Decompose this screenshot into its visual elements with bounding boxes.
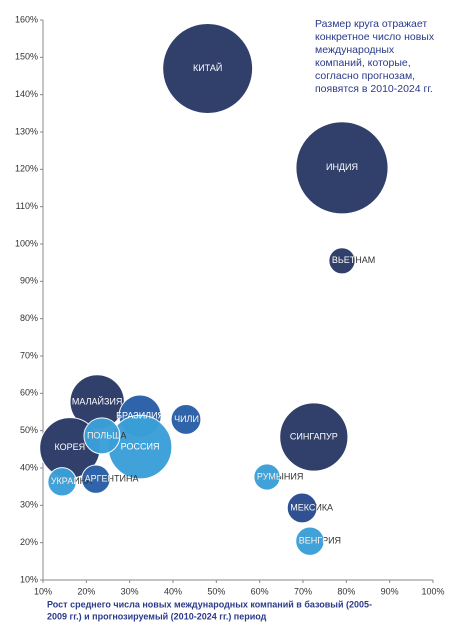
y-tick-label: 160% <box>15 14 38 24</box>
bubble <box>47 467 77 497</box>
bubble-label: МАЛАЙЗИЯ <box>72 395 122 406</box>
bubble <box>83 417 121 455</box>
bubble-label: КОРЕЯ <box>55 442 86 452</box>
bubble <box>81 464 111 494</box>
bubble <box>253 463 281 491</box>
x-tick-label: 70% <box>294 586 312 596</box>
annotation-line: компаний, которые, <box>315 57 411 69</box>
bubble-label: ПОЛЬША <box>87 430 126 440</box>
annotation-line: международных <box>315 44 395 56</box>
y-tick-label: 80% <box>20 313 38 323</box>
bubble-label: КИТАЙ <box>193 62 222 73</box>
y-tick-label: 90% <box>20 276 38 286</box>
bubble-label: УКРАИНА <box>51 476 92 486</box>
bubble <box>279 402 349 472</box>
x-tick-label: 90% <box>381 586 399 596</box>
bubble-label: ВЕНГРИЯ <box>299 536 341 546</box>
bubble <box>328 247 356 275</box>
bubble <box>286 492 318 524</box>
bubble-label: БРАЗИЛИЯ <box>116 410 164 420</box>
x-axis-label: Рост среднего числа новых международных … <box>47 599 372 609</box>
bubble-label: МЕКСИКА <box>290 502 333 512</box>
bubble-label: РОССИЯ <box>121 441 160 451</box>
y-tick-label: 130% <box>15 126 38 136</box>
bubble-label: АРГЕНТИНА <box>85 474 139 484</box>
bubble <box>170 404 202 435</box>
y-tick-label: 10% <box>20 574 38 584</box>
y-tick-label: 100% <box>15 238 38 248</box>
bubble-label: УКРАИНА <box>51 476 92 486</box>
y-tick-label: 120% <box>15 164 38 174</box>
annotation-line: Размер круга отражает <box>315 18 427 30</box>
annotation-line: согласно прогнозам, <box>315 70 415 82</box>
bubble-label: ВЕНГРИЯ <box>299 536 341 546</box>
annotation-line: конкретное число новых <box>315 31 435 43</box>
bubble-label: ЧИЛИ <box>174 414 199 424</box>
y-tick-label: 20% <box>20 537 38 547</box>
bubble-label: МЕКСИКА <box>290 502 333 512</box>
x-tick-label: 50% <box>207 586 225 596</box>
y-tick-label: 30% <box>20 500 38 510</box>
bubble-label: ВЬЕТНАМ <box>332 255 375 265</box>
x-axis-label: 2009 гг.) и прогнозируемый (2010-2024 гг… <box>47 611 267 621</box>
x-tick-label: 60% <box>251 586 269 596</box>
x-tick-label: 30% <box>121 586 139 596</box>
bubble <box>295 121 389 215</box>
x-tick-label: 40% <box>164 586 182 596</box>
bubble-label: ПОЛЬША <box>87 430 126 440</box>
y-tick-label: 40% <box>20 462 38 472</box>
bubble-label: АРГЕНТИНА <box>85 474 139 484</box>
bubble-label: РУМЫНИЯ <box>257 471 303 481</box>
bubble-label: ЧИЛИ <box>174 414 199 424</box>
bubble <box>295 526 325 556</box>
x-tick-label: 20% <box>77 586 95 596</box>
x-tick-label: 10% <box>34 586 52 596</box>
bubble-label: ВЬЕТНАМ <box>332 255 375 265</box>
y-tick-label: 60% <box>20 388 38 398</box>
y-tick-label: 110% <box>16 201 38 211</box>
y-tick-label: 50% <box>20 425 38 435</box>
y-tick-label: 140% <box>15 89 38 99</box>
y-tick-label: 150% <box>15 52 38 62</box>
bubble-label: СИНГАПУР <box>290 431 338 441</box>
x-tick-label: 100% <box>421 586 444 596</box>
bubble-label: ИНДИЯ <box>326 162 358 172</box>
annotation-line: появятся в 2010-2024 гг. <box>315 83 433 95</box>
x-tick-label: 80% <box>337 586 355 596</box>
bubble-label: РУМЫНИЯ <box>257 471 303 481</box>
y-tick-label: 70% <box>20 350 38 360</box>
bubble <box>162 23 254 115</box>
